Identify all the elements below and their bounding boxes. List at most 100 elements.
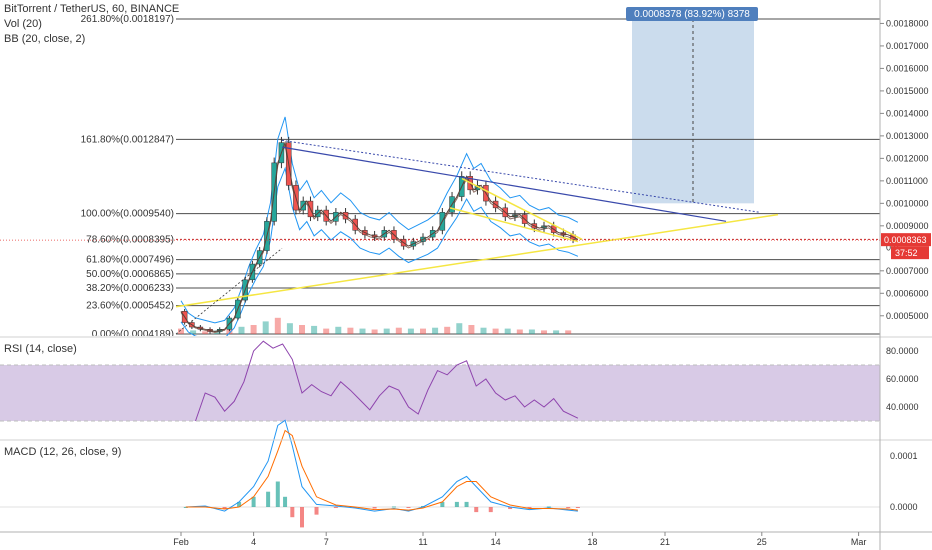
macd-histogram-bar <box>546 506 551 508</box>
volume-indicator-label[interactable]: Vol (20) <box>4 18 42 30</box>
time-tick-label: 4 <box>251 537 256 547</box>
macd-histogram-bar <box>275 481 280 507</box>
rsi-tick-label: 80.0000 <box>886 346 919 356</box>
time-tick-label: 21 <box>660 537 670 547</box>
current-price-label: 0.0008363 <box>884 235 927 245</box>
macd-histogram-bar <box>251 496 256 507</box>
volume-bar <box>504 328 511 334</box>
macd-histogram-bar <box>527 507 532 509</box>
volume-bar <box>468 325 475 334</box>
macd-pane[interactable] <box>0 419 880 528</box>
bollinger-indicator-label[interactable]: BB (20, close, 2) <box>4 33 86 45</box>
countdown-tag <box>891 246 929 260</box>
fib-level-label: 50.00%(0.0006865) <box>86 269 174 280</box>
signal-line <box>185 429 578 511</box>
macd-histogram-bar <box>464 501 469 507</box>
volume-bar <box>178 328 184 334</box>
fib-level-label: 161.80%(0.0012847) <box>81 134 174 145</box>
fib-anchor-line <box>175 248 283 335</box>
price-tick-label: 0.0018000 <box>886 18 929 28</box>
price-tick-label: 0.0009000 <box>886 221 929 231</box>
wedge-lower-line <box>449 207 579 243</box>
fib-level-label: 38.20%(0.0006233) <box>86 283 174 294</box>
rsi-band <box>0 365 880 421</box>
support-trendline <box>175 213 779 308</box>
volume-bar <box>541 330 547 334</box>
macd-histogram-bar <box>566 507 571 509</box>
rsi-indicator-label[interactable]: RSI (14, close) <box>4 343 77 355</box>
volume-bar <box>565 330 572 334</box>
macd-histogram-bar <box>508 507 513 510</box>
price-tick-label: 0.0007000 <box>886 266 929 276</box>
volume-bar <box>250 325 257 334</box>
time-tick-label: 14 <box>491 537 501 547</box>
volume-bar <box>286 323 293 334</box>
volume-bar <box>274 317 281 334</box>
volume-bar <box>383 328 390 334</box>
macd-histogram-bar <box>222 507 227 510</box>
macd-histogram-bar <box>391 506 396 508</box>
macd-histogram-bar <box>440 501 445 507</box>
current-price-tag <box>881 233 931 247</box>
macd-line <box>185 419 578 512</box>
volume-bar <box>444 326 451 334</box>
volume-bar <box>202 331 209 334</box>
macd-histogram-bar <box>266 491 271 507</box>
macd-indicator-label[interactable]: MACD (12, 26, close, 9) <box>4 446 122 458</box>
volume-bar <box>371 329 378 334</box>
price-tick-label: 0.0014000 <box>886 108 929 118</box>
macd-histogram-bar <box>237 501 242 507</box>
volume-bar <box>516 329 523 334</box>
fib-level-label: 23.60%(0.0005452) <box>86 301 174 312</box>
time-tick-label: 18 <box>587 537 597 547</box>
volume-bar <box>190 330 197 334</box>
wedge-upper-line <box>461 177 583 240</box>
fib-level-label: 78.60%(0.0008395) <box>86 234 174 245</box>
fib-level-label: 61.80%(0.0007496) <box>86 255 174 266</box>
resistance-trendline-extension <box>281 139 761 213</box>
price-tick-label: 0.0006000 <box>886 288 929 298</box>
volume-bar <box>311 325 318 334</box>
projection-label: 0.0008378 (83.92%) 8378 <box>634 9 750 20</box>
macd-histogram-bar <box>406 507 411 509</box>
price-line <box>180 140 579 333</box>
macd-histogram-bar <box>290 507 295 518</box>
volume-bar <box>323 328 330 334</box>
rsi-pane[interactable] <box>0 340 880 422</box>
rsi-tick-label: 40.0000 <box>886 402 919 412</box>
volume-bar <box>432 327 439 334</box>
macd-histogram-bar <box>474 507 479 513</box>
time-tick-label: Mar <box>851 537 867 547</box>
macd-tick-label: 0.0001 <box>890 451 918 461</box>
symbol-title[interactable]: BitTorrent / TetherUS, 60, BINANCE <box>4 3 180 15</box>
price-tick-label: 0.0016000 <box>886 63 929 73</box>
time-tick-label: 7 <box>324 537 329 547</box>
volume-bar <box>420 328 426 334</box>
price-pane[interactable]: 261.80%(0.0018197) 161.80%(0.0012847) 100.… <box>0 0 880 550</box>
macd-histogram-bar <box>454 501 459 507</box>
volume-bar <box>262 321 269 334</box>
volume-bar <box>395 327 402 334</box>
macd-histogram-bar <box>488 507 493 513</box>
price-tick-label: 0.0011000 <box>886 176 928 186</box>
fib-level-label: 261.80%(0.0018197) <box>81 14 174 25</box>
macd-histogram-bar <box>575 507 580 509</box>
volume-bar <box>335 326 342 334</box>
price-tick-label: 0.0013000 <box>886 131 929 141</box>
macd-histogram-bar <box>283 496 288 507</box>
price-tick-label: 0.0010000 <box>886 198 929 208</box>
volume-bar <box>359 328 366 334</box>
volume-bar <box>238 326 245 334</box>
volume-bar <box>492 328 499 334</box>
macd-histogram-bar <box>372 507 377 509</box>
projection-label-bg <box>626 7 758 21</box>
time-tick-label: 25 <box>757 537 767 547</box>
fib-level-label: 100.00%(0.0009540) <box>81 209 174 220</box>
time-tick-label: 11 <box>418 537 427 547</box>
price-tick-label: 0.0017000 <box>886 41 929 51</box>
volume-bar <box>528 329 535 334</box>
macd-histogram-bar <box>333 507 338 509</box>
resistance-trendline <box>281 146 727 222</box>
